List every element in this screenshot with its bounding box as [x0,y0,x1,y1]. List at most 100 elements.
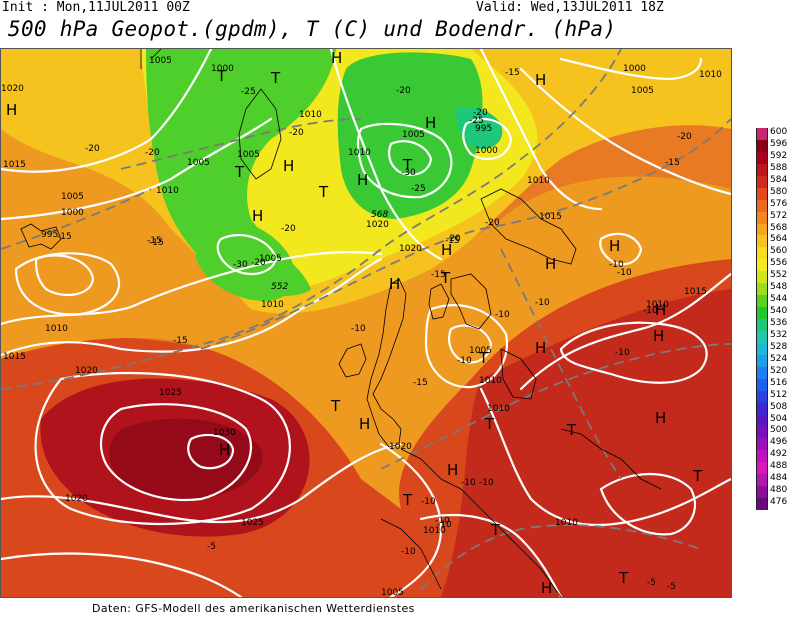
orange-mid [1,109,731,509]
pressure-label: 1020 [389,442,412,452]
legend-level: 576 [770,198,788,209]
pressure-label: 1000 [61,208,84,218]
pressure-label: 1020 [65,494,88,504]
pressure-label: 1015 [684,287,707,297]
pressure-isobars [1,49,731,597]
legend-swatch [756,175,768,188]
pressure-centers: H H T T H H T H H T T H H H T H H H H T … [6,49,703,597]
pressure-label: 1010 [261,300,284,310]
temp-label: -10 [479,478,494,488]
high-pressure-symbol: H [609,237,620,255]
high-pressure-symbol: H [441,241,452,259]
temp-label: -10 [535,298,550,308]
temp-label: -20 [145,148,160,158]
legend-level: 536 [770,318,788,328]
legend-swatch [756,486,768,499]
legend-swatch [756,426,768,439]
legend-row: 592 [752,151,788,164]
legend-level: 492 [770,449,788,460]
legend-level: 532 [770,329,788,340]
legend-swatch [756,247,768,260]
low-pressure-symbol: T [216,67,227,85]
temp-label: -10 [461,478,476,488]
legend-level: 488 [770,461,788,472]
legend-row: 552 [752,270,788,284]
temp-label: -5 [207,542,216,552]
legend-row: 512 [752,389,788,403]
low-pressure-symbol: T [318,183,329,201]
pressure-label: 1000 [623,64,646,74]
legend-level: 512 [770,389,788,400]
temp-label: -15 [149,238,164,248]
legend-swatch [756,199,768,212]
legend-row: 516 [752,378,788,391]
pressure-label: 1005 [149,56,172,66]
pressure-label: 995 [475,124,492,134]
temp-label: -15 [505,68,520,78]
low-pressure-symbol: T [484,415,495,433]
legend-swatch [756,498,768,510]
legend-row: 520 [752,366,788,379]
legend-swatch [756,330,768,343]
geopot-label: 552 [271,282,288,292]
legend-row: 572 [752,211,788,224]
pressure-label: 1020 [399,244,422,254]
legend-row: 480 [752,485,788,499]
legend-swatch [756,366,768,379]
temp-label: -20 [677,132,692,142]
high-pressure-symbol: H [653,327,664,345]
temp-label: -10 [609,260,624,270]
pressure-label: 1010 [699,70,722,80]
legend-swatch [756,462,768,475]
legend-swatch [756,163,768,176]
high-pressure-symbol: H [219,441,230,459]
legend-swatch [756,139,768,152]
pressure-label: 1010 [479,376,502,386]
temp-label: -25 [241,87,256,97]
low-pressure-symbol: T [402,156,413,174]
init-time: Init : Mon,11JUL2011 00Z [2,0,190,15]
legend-swatch [756,295,768,308]
legend-swatch [756,211,768,224]
legend-row: 484 [752,473,788,487]
legend-row: 560 [752,246,788,260]
legend-row: 500 [752,425,788,439]
legend-level: 504 [770,413,788,424]
pressure-label: 1005 [402,130,425,140]
low-pressure-symbol: T [478,349,489,367]
legend-swatch [756,438,768,451]
pressure-label: 1020 [1,84,24,94]
pressure-label: 1020 [75,366,98,376]
legend-row: 544 [752,294,788,308]
legend-level: 588 [770,162,788,173]
legend-row: 504 [752,413,788,427]
legend-row: 476 [752,497,788,510]
temp-label: -10 [495,310,510,320]
warm-east [441,289,731,597]
high-pressure-symbol: H [535,71,546,89]
legend-row: 568 [752,223,788,236]
temp-label: -15 [445,236,460,246]
legend-swatch [756,319,768,331]
temp-label: -20 [289,128,304,138]
pressure-label: 1000 [211,64,234,74]
low-pressure-symbol: T [402,491,413,509]
legend-level: 524 [770,353,788,364]
legend-row: 488 [752,461,788,475]
temp-label: -20 [446,234,461,244]
valid-time: Valid: Wed,13JUL2011 18Z [476,0,664,15]
legend-level: 484 [770,473,788,484]
legend-swatch [756,151,768,164]
temp-label: -20 [281,224,296,234]
pressure-label: 1010 [487,404,510,414]
temp-label: -10 [643,306,658,316]
legend-row: 548 [752,282,788,296]
legend-swatch [756,271,768,284]
pressure-label: 1010 [527,176,550,186]
pressure-label: 1000 [475,146,498,156]
temp-label: -5 [667,582,676,592]
pressure-label: 1010 [156,186,179,196]
temp-label: -25 [411,184,426,194]
legend-swatch [756,283,768,296]
legend-level: 480 [770,485,788,496]
